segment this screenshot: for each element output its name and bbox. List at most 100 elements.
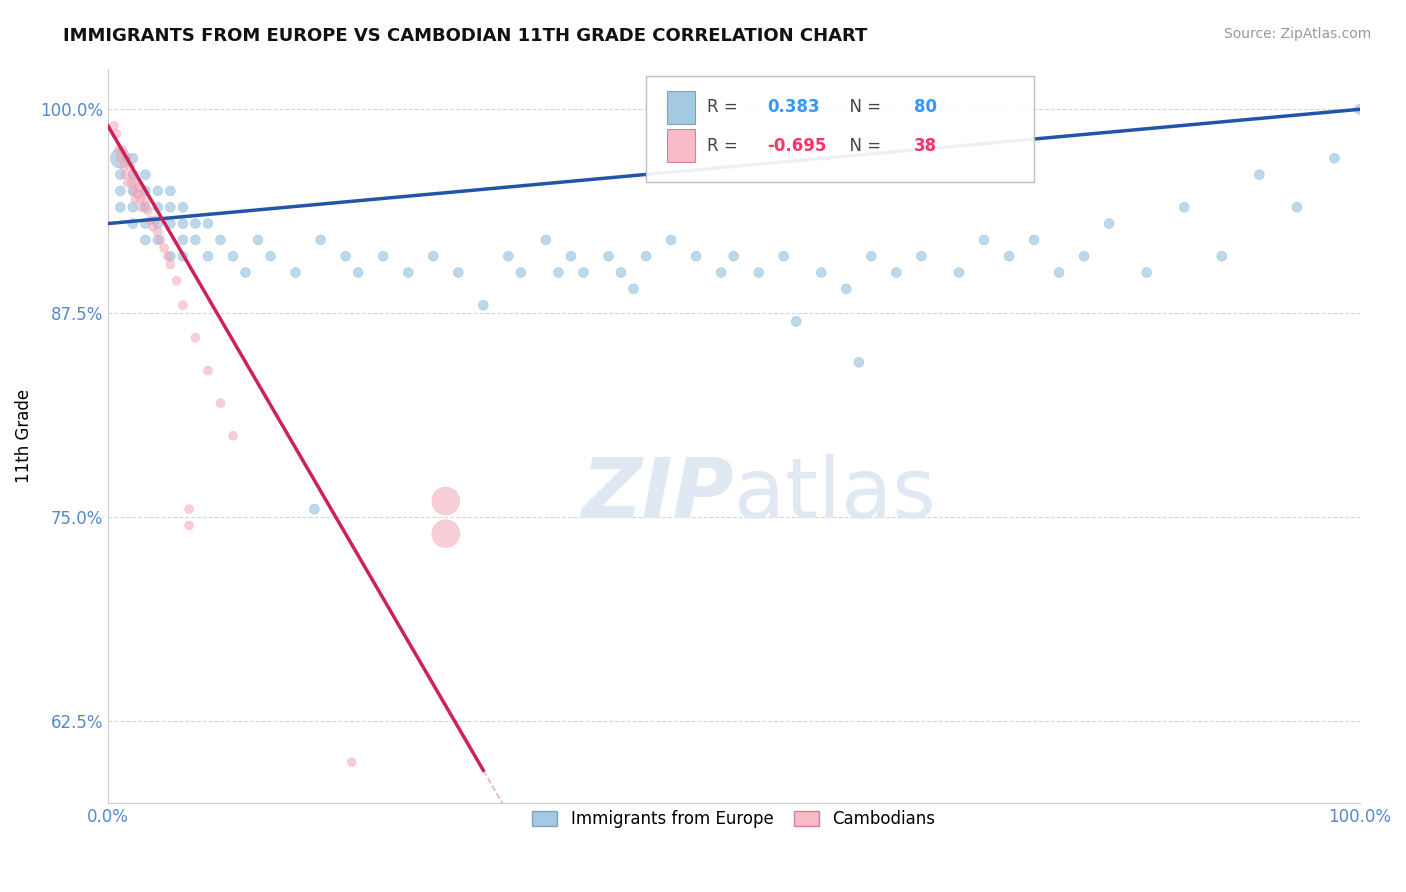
Point xyxy=(634,249,657,263)
Point xyxy=(547,266,569,280)
Point xyxy=(835,282,858,296)
Point xyxy=(685,249,707,263)
Text: IMMIGRANTS FROM EUROPE VS CAMBODIAN 11TH GRADE CORRELATION CHART: IMMIGRANTS FROM EUROPE VS CAMBODIAN 11TH… xyxy=(63,27,868,45)
Point xyxy=(172,217,194,231)
Point xyxy=(124,192,146,206)
Point xyxy=(132,187,155,202)
Point xyxy=(172,200,194,214)
Point xyxy=(1173,200,1195,214)
Text: atlas: atlas xyxy=(734,454,935,535)
Point xyxy=(108,143,131,157)
Point xyxy=(785,314,807,328)
Text: 38: 38 xyxy=(914,136,936,154)
Point xyxy=(1047,266,1070,280)
Point xyxy=(748,266,770,280)
Point xyxy=(772,249,794,263)
Point xyxy=(110,200,132,214)
Point xyxy=(149,233,172,247)
Point xyxy=(159,257,181,271)
Point xyxy=(117,176,139,190)
Point xyxy=(146,200,169,214)
Point xyxy=(172,249,194,263)
Point xyxy=(335,249,357,263)
Text: -0.695: -0.695 xyxy=(768,136,827,154)
Point xyxy=(184,233,207,247)
Point xyxy=(127,187,149,202)
Point xyxy=(110,184,132,198)
Text: 0.383: 0.383 xyxy=(768,98,820,117)
Point xyxy=(121,151,143,165)
Point xyxy=(121,168,143,182)
Point xyxy=(1136,266,1159,280)
Point xyxy=(659,233,682,247)
Point xyxy=(110,151,132,165)
Point xyxy=(572,266,595,280)
Point xyxy=(146,184,169,198)
Point xyxy=(973,233,995,247)
Point xyxy=(159,200,181,214)
Point xyxy=(115,151,138,165)
Point xyxy=(948,266,970,280)
Point xyxy=(146,225,169,239)
Y-axis label: 11th Grade: 11th Grade xyxy=(15,389,32,483)
Point xyxy=(1285,200,1308,214)
Point xyxy=(142,219,165,234)
Point xyxy=(710,266,733,280)
Point xyxy=(122,184,145,198)
Point xyxy=(136,203,159,218)
Text: 80: 80 xyxy=(914,98,936,117)
Point xyxy=(112,160,135,174)
Point xyxy=(1098,217,1121,231)
Point xyxy=(120,160,142,174)
Point xyxy=(1348,103,1371,117)
Point xyxy=(179,502,201,516)
Point xyxy=(910,249,932,263)
Point xyxy=(146,233,169,247)
Legend: Immigrants from Europe, Cambodians: Immigrants from Europe, Cambodians xyxy=(526,804,942,835)
Point xyxy=(197,249,219,263)
Point xyxy=(598,249,620,263)
Point xyxy=(623,282,645,296)
Point xyxy=(222,428,245,442)
FancyBboxPatch shape xyxy=(645,76,1033,182)
Point xyxy=(179,518,201,533)
Text: N =: N = xyxy=(839,136,886,154)
Point xyxy=(1211,249,1233,263)
Point xyxy=(1073,249,1095,263)
Point xyxy=(131,200,153,214)
Point xyxy=(184,217,207,231)
Point xyxy=(373,249,395,263)
Bar xyxy=(668,129,695,162)
Point xyxy=(134,217,156,231)
Point xyxy=(121,168,143,182)
Point xyxy=(998,249,1021,263)
Point xyxy=(110,168,132,182)
Point xyxy=(105,127,128,141)
Point xyxy=(172,233,194,247)
Point xyxy=(610,266,633,280)
Point xyxy=(134,184,156,198)
Point xyxy=(560,249,582,263)
Point xyxy=(172,298,194,312)
Point xyxy=(159,217,181,231)
Point xyxy=(1323,151,1346,165)
Text: Source: ZipAtlas.com: Source: ZipAtlas.com xyxy=(1223,27,1371,41)
Point xyxy=(184,331,207,345)
Text: R =: R = xyxy=(707,98,744,117)
Point xyxy=(309,233,332,247)
Point xyxy=(422,249,444,263)
Text: ZIP: ZIP xyxy=(581,454,734,535)
Point xyxy=(156,249,179,263)
Point xyxy=(166,274,188,288)
Point xyxy=(259,249,281,263)
Text: R =: R = xyxy=(707,136,744,154)
Text: N =: N = xyxy=(839,98,886,117)
Point xyxy=(222,249,245,263)
Point xyxy=(121,200,143,214)
Point xyxy=(128,180,150,194)
Point xyxy=(111,143,134,157)
Point xyxy=(886,266,908,280)
Point xyxy=(810,266,832,280)
Point xyxy=(110,151,132,165)
Point xyxy=(139,213,162,227)
